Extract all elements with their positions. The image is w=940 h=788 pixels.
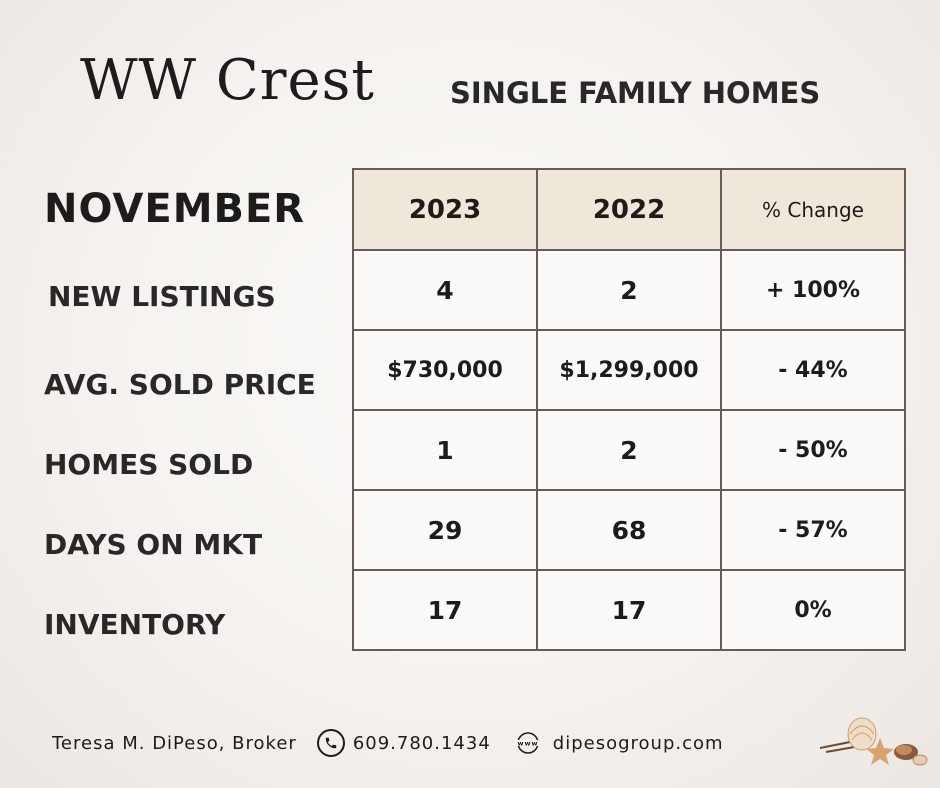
table-row: 1 2 - 50%: [352, 409, 906, 491]
column-header-2023: 2023: [352, 168, 538, 251]
table-row: 4 2 + 100%: [352, 249, 906, 331]
table-row: $730,000 $1,299,000 - 44%: [352, 329, 906, 411]
table-row: 17 17 0%: [352, 569, 906, 651]
stats-table: 2023 2022 % Change 4 2 + 100% $730,000 $…: [352, 168, 906, 651]
cell-2022: 2: [536, 409, 722, 491]
column-header-change: % Change: [720, 168, 906, 251]
month-label: NOVEMBER: [44, 186, 306, 232]
www-icon-glyph: www: [513, 732, 542, 754]
table-row: 29 68 - 57%: [352, 489, 906, 571]
cell-2022: 17: [536, 569, 722, 651]
table-header-row: 2023 2022 % Change: [352, 168, 906, 251]
cell-2023: 17: [352, 569, 538, 651]
cell-2023: 29: [352, 489, 538, 571]
cell-2022: $1,299,000: [536, 329, 722, 411]
seashells-image: [819, 712, 930, 772]
cell-2022: 68: [536, 489, 722, 571]
cell-change: + 100%: [720, 249, 906, 331]
cell-change: - 57%: [720, 489, 906, 571]
broker-name: Teresa M. DiPeso, Broker: [52, 732, 297, 754]
page-title: WW Crest: [80, 48, 375, 113]
cell-2022: 2: [536, 249, 722, 331]
cell-2023: 1: [352, 409, 538, 491]
cell-2023: 4: [352, 249, 538, 331]
row-label-days-on-mkt: DAYS ON MKT: [44, 528, 263, 561]
row-label-inventory: INVENTORY: [44, 608, 226, 641]
phone-icon-glyph: [325, 737, 337, 749]
phone-number[interactable]: 609.780.1434: [352, 732, 491, 754]
website-link[interactable]: dipesogroup.com: [552, 732, 724, 754]
row-label-avg-sold-price: AVG. SOLD PRICE: [44, 368, 316, 401]
cell-2023: $730,000: [352, 329, 538, 411]
row-label-homes-sold: HOMES SOLD: [44, 448, 254, 481]
cell-change: 0%: [720, 569, 906, 651]
row-label-new-listings: NEW LISTINGS: [48, 280, 276, 313]
phone-icon: [316, 729, 345, 757]
footer-contact: Teresa M. DiPeso, Broker 609.780.1434 ww…: [52, 728, 920, 758]
cell-change: - 50%: [720, 409, 906, 491]
svg-text:www: www: [517, 740, 538, 748]
cell-change: - 44%: [720, 329, 906, 411]
www-icon: www: [513, 732, 543, 754]
page-subtitle: SINGLE FAMILY HOMES: [450, 76, 821, 110]
column-header-2022: 2022: [536, 168, 722, 251]
